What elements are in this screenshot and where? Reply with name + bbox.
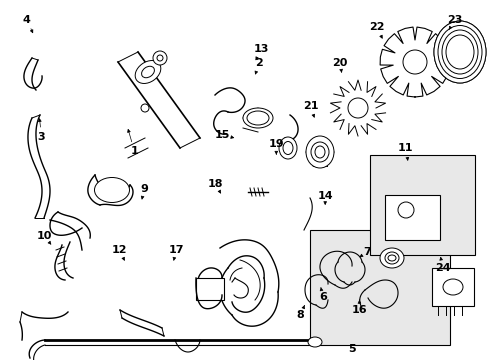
Text: 23: 23 <box>446 15 462 25</box>
Bar <box>384 195 439 240</box>
Ellipse shape <box>439 28 479 76</box>
Ellipse shape <box>433 21 485 83</box>
Circle shape <box>347 98 367 118</box>
Bar <box>369 155 474 255</box>
Text: 19: 19 <box>268 139 284 149</box>
Ellipse shape <box>310 142 328 162</box>
Text: 18: 18 <box>207 179 223 189</box>
Text: 10: 10 <box>36 231 52 241</box>
Ellipse shape <box>135 60 161 84</box>
Text: 8: 8 <box>296 310 304 320</box>
Ellipse shape <box>445 36 473 68</box>
Text: 21: 21 <box>302 101 318 111</box>
Text: 24: 24 <box>434 263 449 273</box>
Circle shape <box>397 202 413 218</box>
Ellipse shape <box>445 35 473 69</box>
Ellipse shape <box>379 248 403 268</box>
Bar <box>196 278 224 300</box>
Text: 22: 22 <box>368 22 384 32</box>
Text: 9: 9 <box>140 184 148 194</box>
Text: 6: 6 <box>318 292 326 302</box>
Ellipse shape <box>243 108 272 128</box>
Text: 1: 1 <box>130 146 138 156</box>
Ellipse shape <box>437 26 481 78</box>
Text: 15: 15 <box>214 130 230 140</box>
Circle shape <box>141 104 149 112</box>
Circle shape <box>153 51 167 65</box>
Ellipse shape <box>307 337 321 347</box>
Ellipse shape <box>94 177 129 202</box>
Text: 13: 13 <box>253 44 269 54</box>
Text: 11: 11 <box>397 143 413 153</box>
Text: 7: 7 <box>362 247 370 257</box>
Text: 14: 14 <box>317 191 332 201</box>
Text: 4: 4 <box>23 15 31 25</box>
Text: 16: 16 <box>351 305 366 315</box>
Text: 3: 3 <box>38 132 45 142</box>
Ellipse shape <box>384 252 398 264</box>
Circle shape <box>402 50 426 74</box>
Bar <box>431 268 473 306</box>
Ellipse shape <box>441 30 477 74</box>
Ellipse shape <box>305 136 333 168</box>
Text: 5: 5 <box>347 344 355 354</box>
Ellipse shape <box>433 21 485 83</box>
Ellipse shape <box>442 279 462 295</box>
Text: 17: 17 <box>168 245 183 255</box>
Text: 2: 2 <box>255 58 263 68</box>
Bar <box>309 230 449 345</box>
Text: 12: 12 <box>112 245 127 255</box>
Text: 20: 20 <box>331 58 347 68</box>
Ellipse shape <box>279 137 296 159</box>
